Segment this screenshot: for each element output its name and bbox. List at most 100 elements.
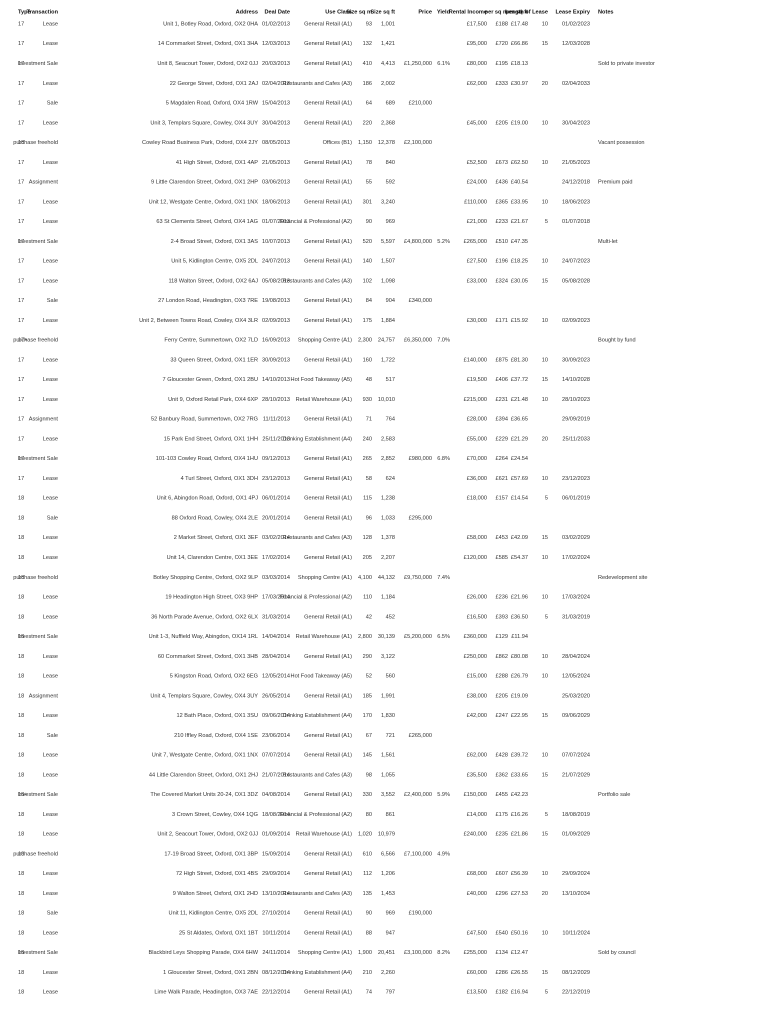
table-cell: £110,000: [464, 199, 487, 205]
table-cell: £17.48: [511, 21, 528, 27]
table-cell: 2,583: [381, 436, 395, 442]
table-cell: 1,722: [381, 357, 395, 363]
table-cell: 20: [542, 81, 548, 87]
table-cell: 18: [18, 535, 24, 541]
table-cell: 17/02/2024: [562, 555, 590, 561]
table-cell: £21.29: [511, 436, 528, 442]
table-cell: 132: [363, 41, 372, 47]
table-cell: 22/12/2019: [562, 990, 590, 996]
table-cell: Hot Food Takeaway (A5): [291, 674, 353, 680]
table-cell: 2 Market Street, Oxford, OX1 3EF: [174, 535, 259, 541]
table-cell: 17: [18, 417, 24, 423]
table-cell: 10,979: [378, 832, 395, 838]
table-cell: General Retail (A1): [304, 614, 352, 620]
table-cell: 5: [545, 219, 548, 225]
table-cell: Lease: [43, 713, 58, 719]
table-cell: £21.67: [511, 219, 528, 225]
table-cell: Financial & Professional (A2): [280, 595, 352, 601]
table-cell: Shopping Centre (A1): [298, 950, 352, 956]
table-cell: 330: [363, 792, 372, 798]
table-cell: £30,000: [467, 318, 487, 324]
table-cell: 10: [542, 318, 548, 324]
table-cell: 27 London Road, Headington, OX3 7RE: [158, 298, 258, 304]
table-cell: £607: [496, 871, 508, 877]
table-cell: £6,350,000: [404, 338, 432, 344]
table-cell: 78: [366, 160, 372, 166]
table-cell: 17: [18, 456, 24, 462]
table-cell: £215,000: [464, 397, 487, 403]
table-cell: Lease: [43, 990, 58, 996]
table-cell: £157: [496, 496, 508, 502]
table-cell: 01/02/2013: [262, 21, 290, 27]
table-cell: 18: [18, 930, 24, 936]
table-cell: Unit 1, Botley Road, Oxford, OX2 0HA: [163, 21, 258, 27]
table-cell: 102: [363, 278, 372, 284]
table-cell: Assignment: [29, 180, 59, 186]
table-cell: 240: [363, 436, 372, 442]
table-cell: £255,000: [464, 950, 487, 956]
table-cell: General Retail (A1): [304, 851, 352, 857]
table-cell: 160: [363, 357, 372, 363]
table-cell: £47,500: [467, 930, 487, 936]
table-cell: £60,000: [467, 970, 487, 976]
table-cell: 28/10/2013: [262, 397, 290, 403]
table-cell: 15/04/2013: [262, 101, 290, 107]
table-cell: 6,566: [381, 851, 395, 857]
table-cell: Lease: [43, 891, 58, 897]
table-cell: 21/07/2014: [262, 772, 290, 778]
table-cell: £120,000: [464, 555, 487, 561]
table-cell: £16.94: [511, 990, 528, 996]
table-cell: £18.25: [511, 259, 528, 265]
table-cell: £233: [496, 219, 508, 225]
table-cell: Lease: [43, 753, 58, 759]
header-cell: per sq ft: [506, 9, 528, 15]
table-cell: Unit 6, Abingdon Road, Oxford, OX1 4PJ: [157, 496, 259, 502]
table-cell: 03/02/2029: [562, 535, 590, 541]
table-cell: £68,000: [467, 871, 487, 877]
table-cell: 09/12/2013: [262, 456, 290, 462]
table-cell: 29/09/2024: [562, 871, 590, 877]
table-cell: Sale: [47, 101, 58, 107]
table-cell: General Retail (A1): [304, 792, 352, 798]
table-cell: 9 Little Clarendon Street, Oxford, OX1 2…: [151, 180, 258, 186]
table-cell: 210: [363, 970, 372, 976]
table-cell: 15: [542, 278, 548, 284]
table-cell: £1,250,000: [404, 61, 432, 67]
table-cell: £16.26: [511, 812, 528, 818]
table-cell: £40,000: [467, 891, 487, 897]
table-cell: 15: [542, 535, 548, 541]
table-cell: 10: [542, 357, 548, 363]
table-cell: 17: [18, 219, 24, 225]
table-cell: 840: [386, 160, 395, 166]
table-cell: Lease: [43, 160, 58, 166]
table-cell: £24,000: [467, 180, 487, 186]
table-cell: 12/05/2024: [562, 674, 590, 680]
header-cell: Price: [418, 9, 432, 15]
table-cell: General Retail (A1): [304, 476, 352, 482]
table-cell: 15/09/2014: [262, 851, 290, 857]
table-cell: 01/02/2023: [562, 21, 590, 27]
table-cell: The Covered Market Units 20-24, OX1 3DZ: [150, 792, 258, 798]
table-cell: 1,421: [381, 41, 395, 47]
table-cell: 22 George Street, Oxford, OX1 2AJ: [170, 81, 259, 87]
table-cell: 2,300: [358, 338, 372, 344]
table-cell: 10: [542, 259, 548, 265]
table-cell: Lease: [43, 199, 58, 205]
table-cell: £360,000: [464, 634, 487, 640]
table-cell: Restaurants and Cafes (A3): [283, 772, 352, 778]
table-cell: 80: [366, 812, 372, 818]
table-cell: 71: [366, 417, 372, 423]
table-cell: £862: [496, 654, 508, 660]
table-cell: Retail Warehouse (A1): [296, 832, 353, 838]
table-cell: 10: [542, 476, 548, 482]
table-cell: Portfolio sale: [598, 792, 630, 798]
table-cell: 5: [545, 614, 548, 620]
table-cell: Cowley Road Business Park, Oxford, OX4 2…: [142, 140, 258, 146]
table-cell: 15 Park End Street, Oxford, OX1 1HH: [164, 436, 258, 442]
table-cell: 19 Headington High Street, OX3 9HP: [165, 595, 258, 601]
table-cell: 18: [18, 614, 24, 620]
table-cell: 18: [18, 140, 24, 146]
table-cell: 2,260: [381, 970, 395, 976]
table-cell: 3,240: [381, 199, 395, 205]
table-cell: General Retail (A1): [304, 456, 352, 462]
